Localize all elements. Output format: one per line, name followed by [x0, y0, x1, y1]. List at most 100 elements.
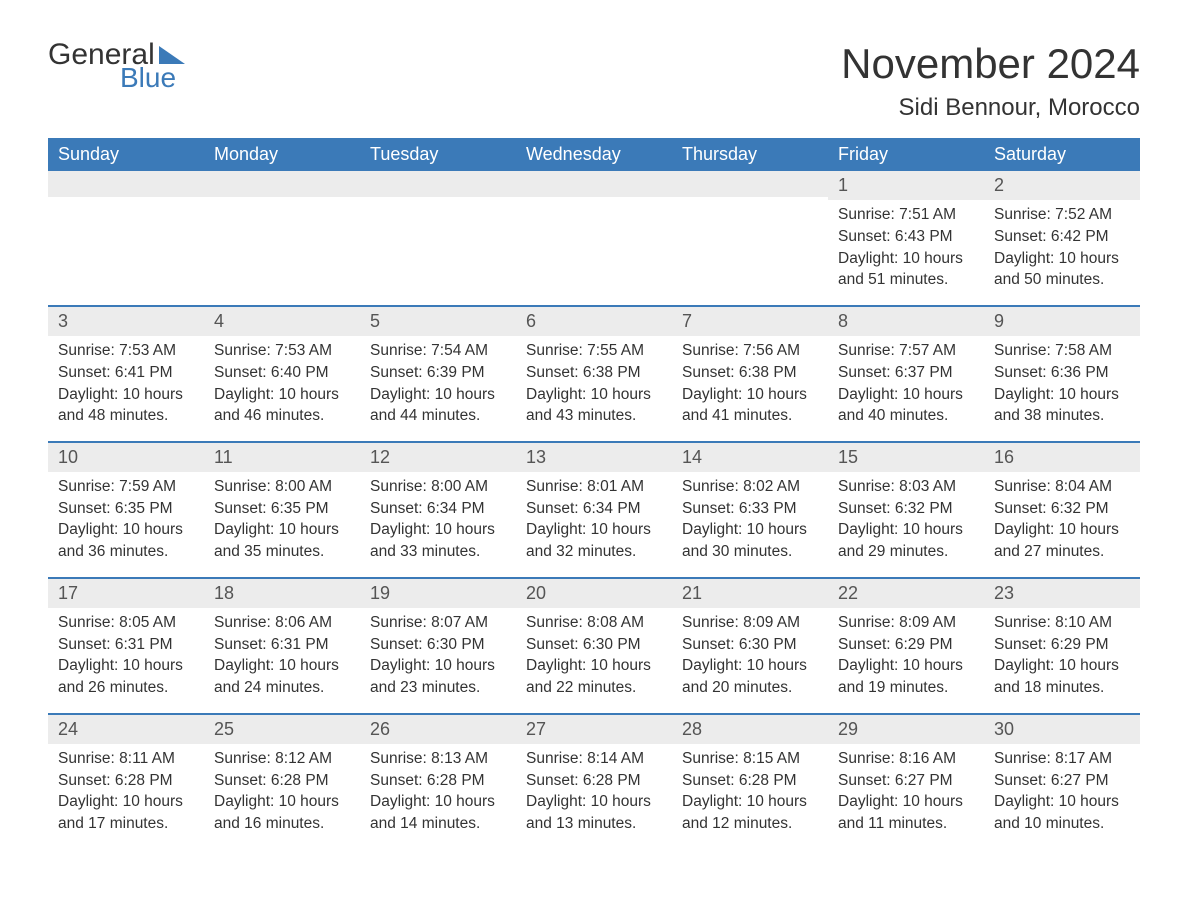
- day-cell-11: 11Sunrise: 8:00 AMSunset: 6:35 PMDayligh…: [204, 443, 360, 577]
- page-title: November 2024: [841, 40, 1140, 88]
- day-cell-20: 20Sunrise: 8:08 AMSunset: 6:30 PMDayligh…: [516, 579, 672, 713]
- day-cell-21: 21 Sunrise: 8:09 AMSunset: 6:30 PMDayligh…: [672, 579, 828, 713]
- day-number: 15: [828, 443, 984, 472]
- daylight-text: Daylight: 10 hours and 51 minutes.: [838, 248, 974, 291]
- empty-daynum-bar: [48, 171, 204, 197]
- day-number: 21: [672, 579, 828, 608]
- day-cell-empty: [204, 171, 360, 305]
- week-row: 17 Sunrise: 8:05 AMSunset: 6:31 PM Dayligh…: [48, 577, 1140, 713]
- sunrise-text: Sunrise: 8:01 AM: [526, 476, 662, 498]
- sunrise-text: Sunrise: 8:10 AM: [994, 612, 1130, 634]
- sunset-text: Sunset: 6:43 PM: [838, 226, 974, 248]
- day-number: 5: [360, 307, 516, 336]
- weekday-header-tuesday: Tuesday: [360, 138, 516, 171]
- daylight-text: Daylight: 10 hours and 20 minutes.: [682, 655, 818, 698]
- day-number: 20: [516, 579, 672, 608]
- day-number: 2: [984, 171, 1140, 200]
- sunrise-text: Sunrise: 7:55 AM: [526, 340, 662, 362]
- daylight-text: Daylight: 10 hours and 43 minutes.: [526, 384, 662, 427]
- sunrise-text: Sunrise: 8:08 AM: [526, 612, 662, 634]
- sunrise-text: Sunrise: 8:02 AM: [682, 476, 818, 498]
- sunrise-text: Sunrise: 8:04 AM: [994, 476, 1130, 498]
- daylight-text: Daylight: 10 hours and 30 minutes.: [682, 519, 818, 562]
- daylight-text: Daylight: 10 hours and 11 minutes.: [838, 791, 974, 834]
- sunset-text: Sunset: 6:36 PM: [994, 362, 1130, 384]
- daylight-text: Daylight: 10 hours and 35 minutes.: [214, 519, 350, 562]
- sunset-text: Sunset: 6:39 PM: [370, 362, 506, 384]
- day-number: 19: [360, 579, 516, 608]
- sunrise-text: Sunrise: 7:52 AM: [994, 204, 1130, 226]
- day-number: 7: [672, 307, 828, 336]
- brand-logo: General Blue: [48, 40, 185, 92]
- day-cell-23: 23Sunrise: 8:10 AMSunset: 6:29 PMDayligh…: [984, 579, 1140, 713]
- sunrise-text: Sunrise: 8:03 AM: [838, 476, 974, 498]
- daylight-text: Daylight: 10 hours and 12 minutes.: [682, 791, 818, 834]
- daylight-text: Daylight: 10 hours and 38 minutes.: [994, 384, 1130, 427]
- sunrise-text: Sunrise: 8:14 AM: [526, 748, 662, 770]
- weekday-header-row: SundayMondayTuesdayWednesdayThursdayFrid…: [48, 138, 1140, 171]
- day-cell-30: 30Sunrise: 8:17 AMSunset: 6:27 PMDayligh…: [984, 715, 1140, 849]
- week-row: 24Sunrise: 8:11 AMSunset: 6:28 PMDayligh…: [48, 713, 1140, 849]
- sunrise-text: Sunrise: 8:05 AM: [58, 612, 194, 634]
- day-cell-empty: [516, 171, 672, 305]
- day-number: 10: [48, 443, 204, 472]
- sunrise-text: Sunrise: 8:07 AM: [370, 612, 506, 634]
- day-number: 28: [672, 715, 828, 744]
- sunset-text: Sunset: 6:38 PM: [526, 362, 662, 384]
- empty-daynum-bar: [516, 171, 672, 197]
- day-cell-28: 28 Sunrise: 8:15 AMSunset: 6:28 PMDayligh…: [672, 715, 828, 849]
- day-cell-18: 18Sunrise: 8:06 AMSunset: 6:31 PMDayligh…: [204, 579, 360, 713]
- sunset-text: Sunset: 6:35 PM: [58, 498, 194, 520]
- sunrise-text: Sunrise: 7:58 AM: [994, 340, 1130, 362]
- day-cell-9: 9 Sunrise: 7:58 AMSunset: 6:36 PMDaylight…: [984, 307, 1140, 441]
- sunset-text: Sunset: 6:32 PM: [994, 498, 1130, 520]
- sunrise-text: Sunrise: 8:15 AM: [682, 748, 818, 770]
- sunset-text: Sunset: 6:34 PM: [370, 498, 506, 520]
- daylight-text: Daylight: 10 hours and 46 minutes.: [214, 384, 350, 427]
- day-number: 11: [204, 443, 360, 472]
- day-number: 17: [48, 579, 204, 608]
- day-number: 1: [828, 171, 984, 200]
- sunrise-text: Sunrise: 8:09 AM: [682, 612, 818, 634]
- daylight-text: Daylight: 10 hours and 13 minutes.: [526, 791, 662, 834]
- daylight-text: Daylight: 10 hours and 22 minutes.: [526, 655, 662, 698]
- daylight-text: Daylight: 10 hours and 48 minutes.: [58, 384, 194, 427]
- day-number: 29: [828, 715, 984, 744]
- day-number: 26: [360, 715, 516, 744]
- day-cell-24: 24Sunrise: 8:11 AMSunset: 6:28 PMDayligh…: [48, 715, 204, 849]
- logo-word-blue: Blue: [120, 64, 185, 92]
- day-cell-26: 26Sunrise: 8:13 AMSunset: 6:28 PMDayligh…: [360, 715, 516, 849]
- weekday-header-monday: Monday: [204, 138, 360, 171]
- title-block: November 2024 Sidi Bennour, Morocco: [841, 40, 1140, 122]
- daylight-text: Daylight: 10 hours and 40 minutes.: [838, 384, 974, 427]
- day-number: 9: [984, 307, 1140, 336]
- daylight-text: Daylight: 10 hours and 36 minutes.: [58, 519, 194, 562]
- sunrise-text: Sunrise: 8:09 AM: [838, 612, 974, 634]
- sunrise-text: Sunrise: 7:56 AM: [682, 340, 818, 362]
- day-cell-15: 15Sunrise: 8:03 AMSunset: 6:32 PMDayligh…: [828, 443, 984, 577]
- sunset-text: Sunset: 6:31 PM: [58, 634, 194, 656]
- day-cell-3: 3Sunrise: 7:53 AMSunset: 6:41 PMDaylight…: [48, 307, 204, 441]
- daylight-text: Daylight: 10 hours and 50 minutes.: [994, 248, 1130, 291]
- day-cell-1: 1Sunrise: 7:51 AMSunset: 6:43 PMDaylight…: [828, 171, 984, 305]
- day-cell-empty: [672, 171, 828, 305]
- sunset-text: Sunset: 6:33 PM: [682, 498, 818, 520]
- weekday-header-friday: Friday: [828, 138, 984, 171]
- weekday-header-saturday: Saturday: [984, 138, 1140, 171]
- day-cell-6: 6Sunrise: 7:55 AMSunset: 6:38 PMDaylight…: [516, 307, 672, 441]
- daylight-text: Daylight: 10 hours and 17 minutes.: [58, 791, 194, 834]
- sunset-text: Sunset: 6:30 PM: [370, 634, 506, 656]
- sunset-text: Sunset: 6:40 PM: [214, 362, 350, 384]
- day-cell-25: 25Sunrise: 8:12 AMSunset: 6:28 PMDayligh…: [204, 715, 360, 849]
- sunrise-text: Sunrise: 7:53 AM: [58, 340, 194, 362]
- day-cell-7: 7Sunrise: 7:56 AMSunset: 6:38 PMDaylight…: [672, 307, 828, 441]
- sunset-text: Sunset: 6:28 PM: [214, 770, 350, 792]
- sunrise-text: Sunrise: 7:53 AM: [214, 340, 350, 362]
- sunset-text: Sunset: 6:30 PM: [682, 634, 818, 656]
- weekday-header-thursday: Thursday: [672, 138, 828, 171]
- sunrise-text: Sunrise: 8:11 AM: [58, 748, 194, 770]
- sunset-text: Sunset: 6:28 PM: [682, 770, 818, 792]
- sunrise-text: Sunrise: 8:16 AM: [838, 748, 974, 770]
- week-row: 3Sunrise: 7:53 AMSunset: 6:41 PMDaylight…: [48, 305, 1140, 441]
- day-number: 3: [48, 307, 204, 336]
